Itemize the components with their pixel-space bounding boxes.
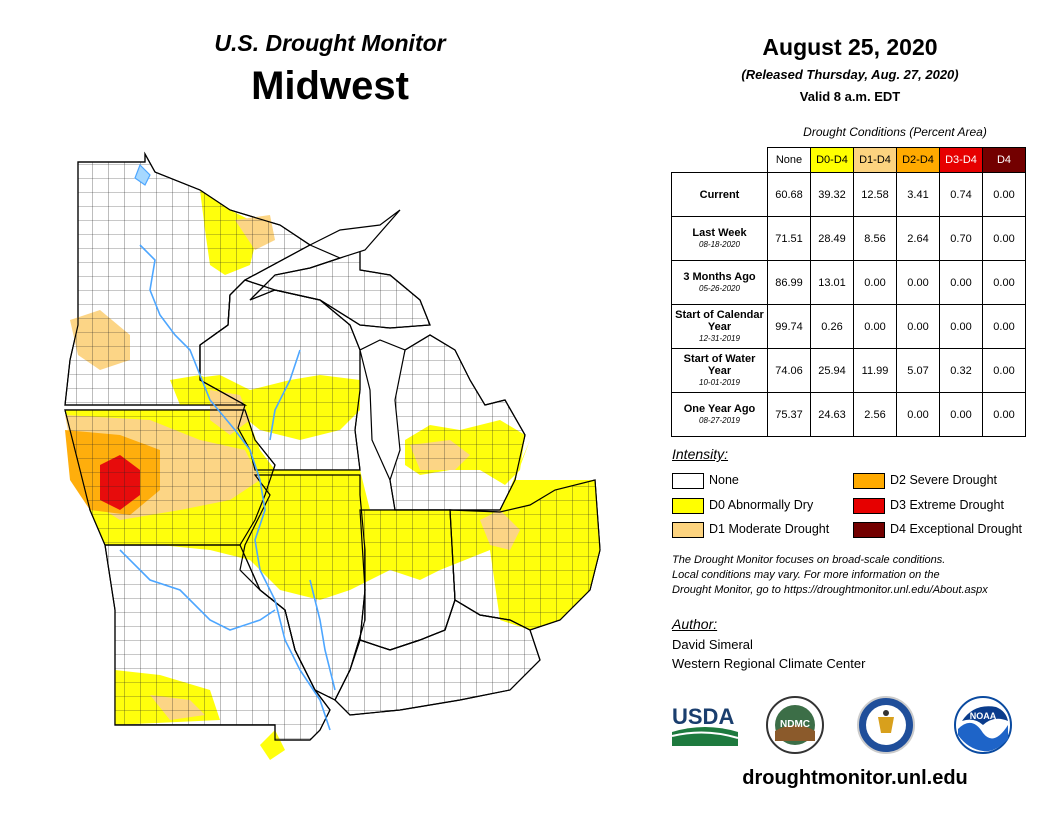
row-label: Start of Water Year 10-01-2019 bbox=[671, 348, 768, 393]
legend-item-d4: D4 Exceptional Drought bbox=[853, 520, 1022, 538]
legend-swatch bbox=[853, 521, 885, 538]
author-org: Western Regional Climate Center bbox=[672, 656, 866, 671]
table-row: Last Week 08-18-2020 71.51 28.49 8.56 2.6… bbox=[671, 216, 1026, 261]
website-link[interactable]: droughtmonitor.unl.edu bbox=[742, 767, 968, 789]
region-title: Midwest bbox=[251, 64, 409, 108]
usda-logo: USDA bbox=[671, 704, 739, 746]
table-row: 3 Months Ago 05-26-2020 86.99 13.01 0.00 … bbox=[671, 260, 1026, 305]
map-date: August 25, 2020 bbox=[762, 34, 938, 60]
svg-text:NOAA: NOAA bbox=[970, 711, 997, 721]
table-caption: Drought Conditions (Percent Area) bbox=[803, 125, 987, 139]
drought-conditions-table: None D0-D4 D1-D4 D2-D4 D3-D4 D4 Current … bbox=[671, 147, 1026, 437]
product-title: U.S. Drought Monitor bbox=[214, 30, 446, 56]
legend-swatch bbox=[672, 472, 704, 489]
disclaimer-note: The Drought Monitor focuses on broad-sca… bbox=[672, 554, 988, 596]
svg-text:USDA: USDA bbox=[672, 704, 734, 729]
table-row: One Year Ago 08-27-2019 75.37 24.63 2.56 … bbox=[671, 392, 1026, 437]
great-lakes bbox=[134, 163, 406, 482]
release-date: (Released Thursday, Aug. 27, 2020) bbox=[741, 67, 959, 82]
county-grid bbox=[64, 151, 601, 741]
noaa-logo: NOAA bbox=[954, 696, 1012, 754]
legend-swatch bbox=[672, 521, 704, 538]
legend-item-d0: D0 Abnormally Dry bbox=[672, 496, 813, 514]
col-d4: D4 bbox=[982, 147, 1026, 173]
row-label: One Year Ago 08-27-2019 bbox=[671, 392, 768, 437]
col-d0-d4: D0-D4 bbox=[810, 147, 854, 173]
ndmc-logo: NDMC bbox=[766, 696, 824, 754]
legend-swatch bbox=[672, 497, 704, 514]
legend-item-none: None bbox=[672, 471, 739, 489]
legend-swatch bbox=[853, 472, 885, 489]
table-row: Start of Water Year 10-01-2019 74.06 25.9… bbox=[671, 348, 1026, 393]
drought-map bbox=[64, 151, 601, 760]
svg-text:NDMC: NDMC bbox=[780, 719, 810, 730]
col-d1-d4: D1-D4 bbox=[853, 147, 897, 173]
legend-item-d3: D3 Extreme Drought bbox=[853, 496, 1004, 514]
col-none: None bbox=[767, 147, 811, 173]
row-label: Start of Calendar Year 12-31-2019 bbox=[671, 304, 768, 349]
table-row: Current 60.68 39.32 12.58 3.41 0.74 0.00 bbox=[671, 172, 1026, 217]
table-row: Start of Calendar Year 12-31-2019 99.74 0… bbox=[671, 304, 1026, 349]
legend-title: Intensity: bbox=[672, 446, 729, 462]
rivers bbox=[119, 244, 336, 731]
legend-item-d1: D1 Moderate Drought bbox=[672, 520, 829, 538]
author-title: Author: bbox=[672, 616, 718, 632]
legend-swatch bbox=[853, 497, 885, 514]
col-d3-d4: D3-D4 bbox=[939, 147, 983, 173]
legend-item-d2: D2 Severe Drought bbox=[853, 471, 997, 489]
commerce-seal-icon bbox=[857, 696, 915, 754]
valid-time: Valid 8 a.m. EDT bbox=[799, 89, 901, 104]
author-name: David Simeral bbox=[672, 637, 753, 652]
col-d2-d4: D2-D4 bbox=[896, 147, 940, 173]
row-label: Last Week 08-18-2020 bbox=[671, 216, 768, 261]
row-label: Current bbox=[671, 172, 768, 217]
row-label: 3 Months Ago 05-26-2020 bbox=[671, 260, 768, 305]
